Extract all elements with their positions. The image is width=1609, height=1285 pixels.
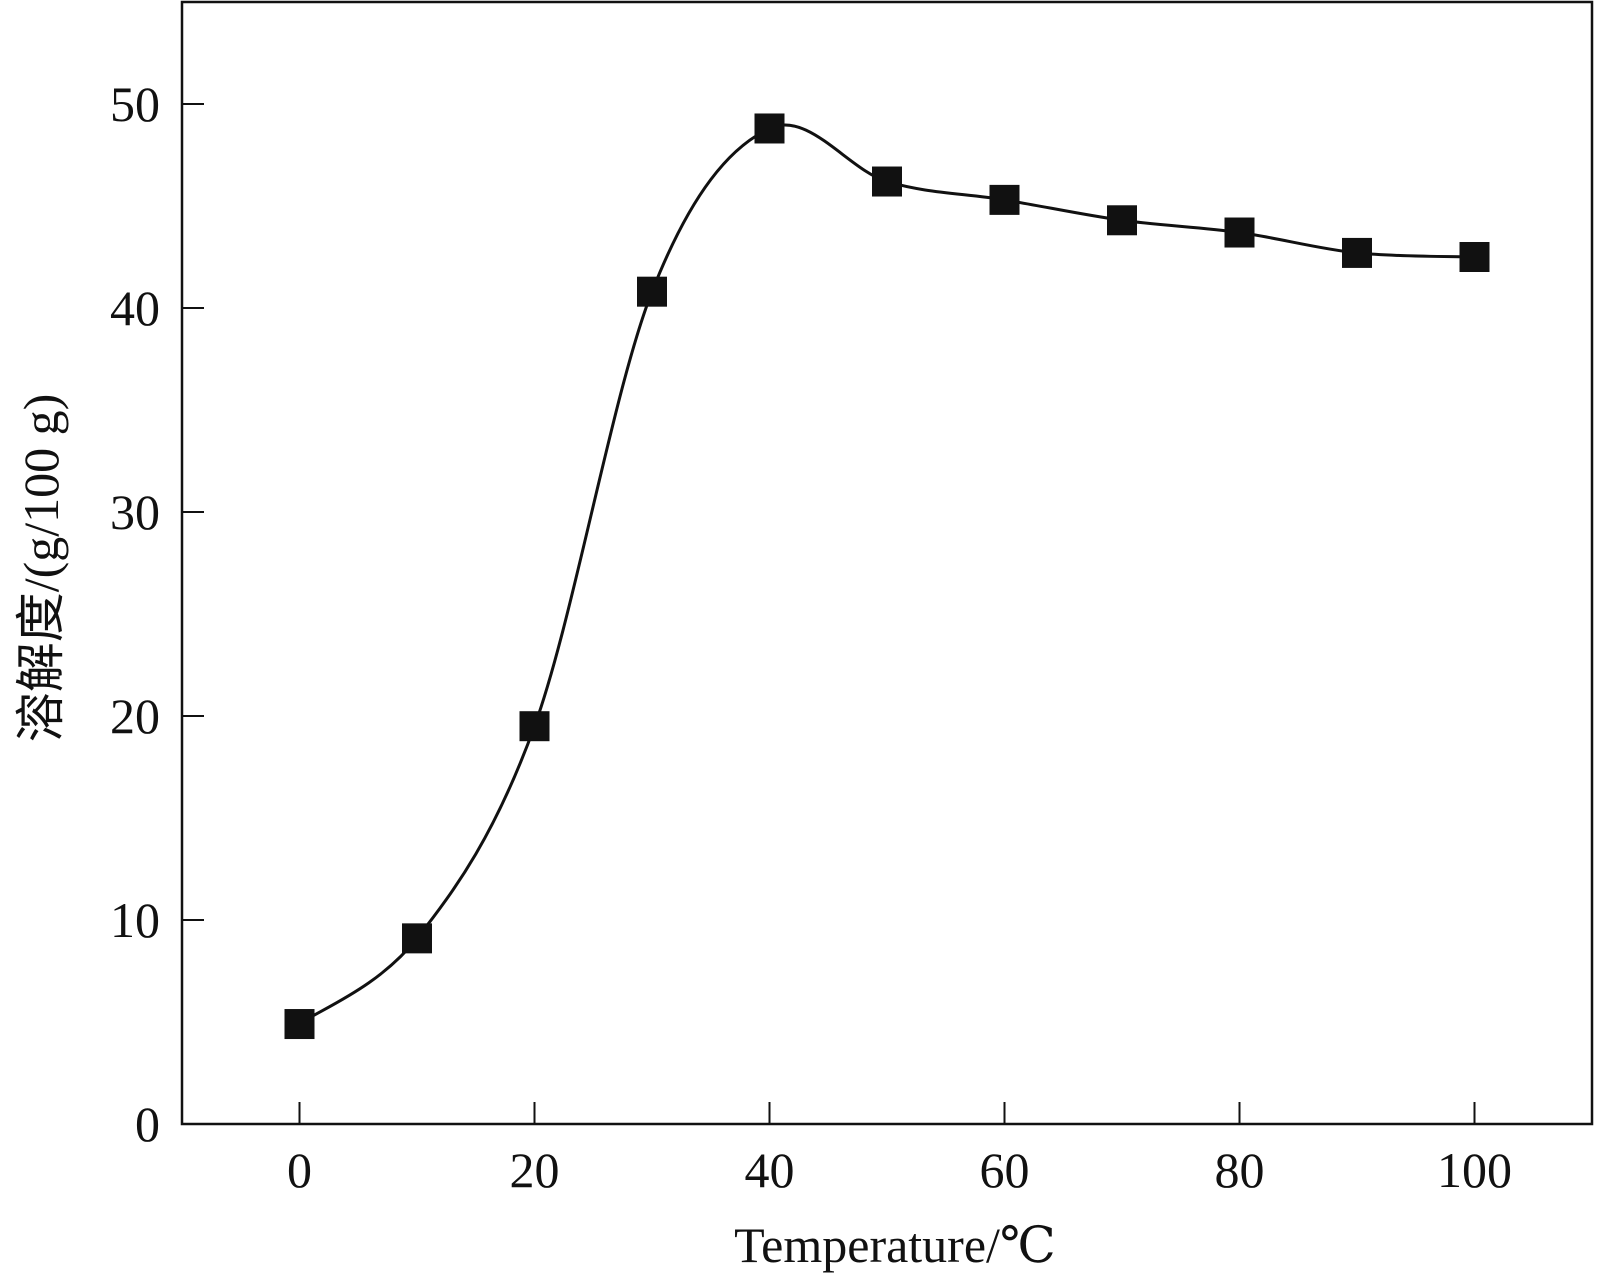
x-tick-label: 20 [510, 1142, 560, 1198]
y-tick-label: 50 [110, 76, 160, 132]
data-point-marker [1224, 217, 1255, 248]
data-point-marker [754, 113, 785, 144]
plot-border [180, 0, 1594, 1126]
data-point-marker [637, 276, 667, 307]
y-axis-title: 溶解度/(g/100 g) [13, 394, 69, 743]
x-tick-label: 40 [745, 1142, 795, 1198]
y-tick-label: 0 [135, 1096, 160, 1152]
x-axis-ticks: 0 20 40 60 80 100 [287, 1102, 1512, 1198]
y-tick-label: 10 [110, 892, 160, 948]
y-tick-label: 20 [110, 688, 160, 744]
y-axis-ticks: 0 10 20 30 40 50 [110, 76, 204, 1152]
series-layer [284, 113, 1490, 1040]
data-point-marker [519, 711, 550, 742]
x-tick-label: 80 [1215, 1142, 1265, 1198]
data-point-marker [1459, 242, 1490, 272]
data-point-marker [989, 184, 1020, 215]
x-tick-label: 0 [287, 1142, 312, 1198]
data-point-marker [402, 923, 432, 954]
data-point-marker [284, 1009, 315, 1040]
data-point-marker [872, 166, 902, 197]
plot-frame [180, 0, 1594, 1126]
x-tick-label: 100 [1437, 1142, 1512, 1198]
y-tick-label: 30 [110, 484, 160, 540]
data-point-marker [1107, 205, 1137, 236]
data-point-marker [1342, 237, 1372, 268]
series-line [298, 123, 1475, 1026]
y-tick-label: 40 [110, 280, 160, 336]
x-tick-label: 60 [980, 1142, 1030, 1198]
x-axis-title: Temperature/℃ [734, 1217, 1056, 1273]
